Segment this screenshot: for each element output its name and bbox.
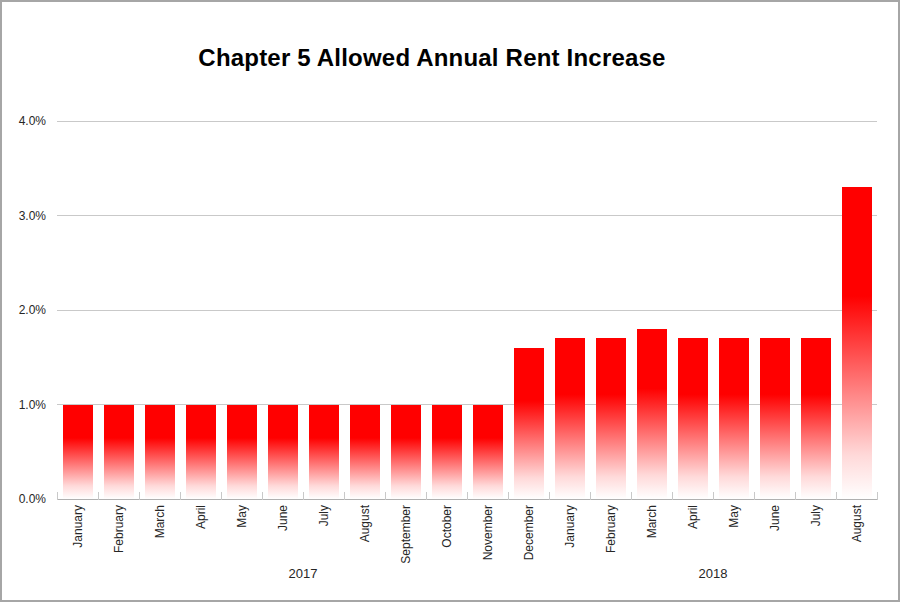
gridline <box>57 310 877 311</box>
axis-tick-mark <box>631 492 632 500</box>
x-label-november-2017: November <box>481 505 495 560</box>
axis-tick-mark <box>713 492 714 500</box>
bar-june-2017 <box>268 405 298 500</box>
bar-january-2018 <box>555 338 585 499</box>
x-label-march-2018: March <box>645 505 659 538</box>
axis-tick-mark <box>672 492 673 500</box>
year-label-2018: 2018 <box>549 566 877 582</box>
x-label-february-2017: February <box>112 505 126 553</box>
plot-area: 0.0% 1.0% 2.0% 3.0% 4.0% January February March… <box>2 2 898 600</box>
axis-tick-mark <box>180 492 181 500</box>
axis-tick-mark <box>426 492 427 500</box>
x-label-january-2018: January <box>563 505 577 548</box>
axis-tick-mark <box>508 492 509 500</box>
bar-july-2018 <box>801 338 831 499</box>
bar-july-2017 <box>309 405 339 500</box>
bar-october-2017 <box>432 405 462 500</box>
y-tick-label: 0.0% <box>2 491 46 507</box>
bar-may-2018 <box>719 338 749 499</box>
axis-tick-mark <box>877 492 878 500</box>
bar-may-2017 <box>227 405 257 500</box>
bar-january-2017 <box>63 405 93 500</box>
x-label-june-2018: June <box>768 505 782 531</box>
bar-march-2018 <box>637 329 667 499</box>
bar-february-2018 <box>596 338 626 499</box>
axis-tick-mark <box>344 492 345 500</box>
x-label-october-2017: October <box>440 505 454 548</box>
axis-tick-mark <box>590 492 591 500</box>
gridline <box>57 215 877 216</box>
axis-tick-mark <box>836 492 837 500</box>
gridline <box>57 404 877 405</box>
x-label-april-2018: April <box>686 505 700 529</box>
axis-tick-mark <box>221 492 222 500</box>
bar-august-2018 <box>842 187 872 499</box>
x-label-august-2018: August <box>850 505 864 542</box>
x-label-june-2017: June <box>276 505 290 531</box>
year-label-2017: 2017 <box>57 566 549 582</box>
x-label-january-2017: January <box>71 505 85 548</box>
gridline <box>57 121 877 122</box>
rent-increase-bar-chart: Chapter 5 Allowed Annual Rent Increase 0… <box>0 0 900 602</box>
y-tick-label: 1.0% <box>2 397 46 413</box>
axis-tick-mark <box>467 492 468 500</box>
x-label-february-2018: February <box>604 505 618 553</box>
bar-september-2017 <box>391 405 421 500</box>
bar-february-2017 <box>104 405 134 500</box>
x-label-july-2017: July <box>317 505 331 526</box>
axis-tick-mark <box>549 492 550 500</box>
y-tick-label: 4.0% <box>2 113 46 129</box>
bar-august-2017 <box>350 405 380 500</box>
bar-december-2017 <box>514 348 544 499</box>
x-label-march-2017: March <box>153 505 167 538</box>
axis-tick-mark <box>303 492 304 500</box>
x-label-may-2018: May <box>727 505 741 528</box>
x-label-august-2017: August <box>358 505 372 542</box>
bar-november-2017 <box>473 405 503 500</box>
bar-april-2018 <box>678 338 708 499</box>
axis-tick-mark <box>98 492 99 500</box>
bar-april-2017 <box>186 405 216 500</box>
bar-june-2018 <box>760 338 790 499</box>
x-label-july-2018: July <box>809 505 823 526</box>
bar-march-2017 <box>145 405 175 500</box>
axis-tick-mark <box>795 492 796 500</box>
x-label-april-2017: April <box>194 505 208 529</box>
y-tick-label: 2.0% <box>2 302 46 318</box>
x-label-may-2017: May <box>235 505 249 528</box>
axis-tick-mark <box>754 492 755 500</box>
y-tick-label: 3.0% <box>2 208 46 224</box>
axis-tick-mark <box>262 492 263 500</box>
axis-tick-mark <box>385 492 386 500</box>
axis-tick-mark <box>57 492 58 500</box>
x-label-december-2017: December <box>522 505 536 560</box>
axis-tick-mark <box>139 492 140 500</box>
x-label-september-2017: September <box>399 505 413 564</box>
